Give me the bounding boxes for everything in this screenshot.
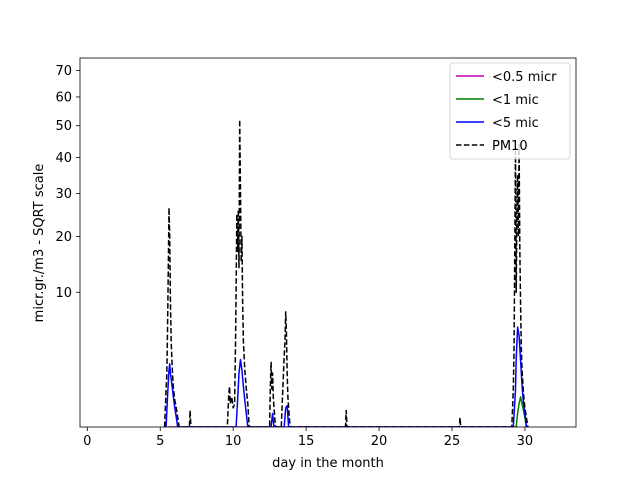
axes: 0 5 10 15 20 25 30 10 20 30 40 50 60 70 bbox=[55, 57, 577, 449]
y-axis-label: micr.gr./m3 - SQRT scale bbox=[32, 164, 47, 323]
y-tick-label: 20 bbox=[55, 230, 72, 245]
x-tick-label: 10 bbox=[225, 434, 242, 449]
x-tick-label: 30 bbox=[517, 434, 534, 449]
series-line-3 bbox=[165, 326, 528, 427]
y-tick-label: 40 bbox=[55, 151, 72, 166]
plot-area bbox=[163, 118, 529, 427]
y-tick-label: 50 bbox=[55, 119, 72, 134]
x-tick-label: 25 bbox=[444, 434, 461, 449]
legend-label-4: PM10 bbox=[492, 139, 528, 154]
y-tick-label: 10 bbox=[55, 286, 72, 301]
x-axis-label: day in the month bbox=[272, 456, 384, 471]
legend-label-3: <5 mic bbox=[492, 116, 539, 131]
axes-frame bbox=[79, 57, 577, 428]
x-tick-label: 20 bbox=[371, 434, 388, 449]
y-tick-label: 30 bbox=[55, 187, 72, 202]
y-tick-label: 60 bbox=[55, 90, 72, 105]
x-tick-label: 5 bbox=[156, 434, 164, 449]
y-tick-label: 70 bbox=[55, 64, 72, 79]
legend: <0.5 micr <1 mic <5 mic PM10 bbox=[449, 62, 571, 160]
legend-label-1: <0.5 micr bbox=[492, 70, 557, 85]
series-line-4 bbox=[163, 118, 529, 427]
legend-box bbox=[449, 62, 571, 160]
legend-label-2: <1 mic bbox=[492, 93, 539, 108]
x-tick-label: 15 bbox=[298, 434, 315, 449]
x-tick-label: 0 bbox=[83, 434, 91, 449]
